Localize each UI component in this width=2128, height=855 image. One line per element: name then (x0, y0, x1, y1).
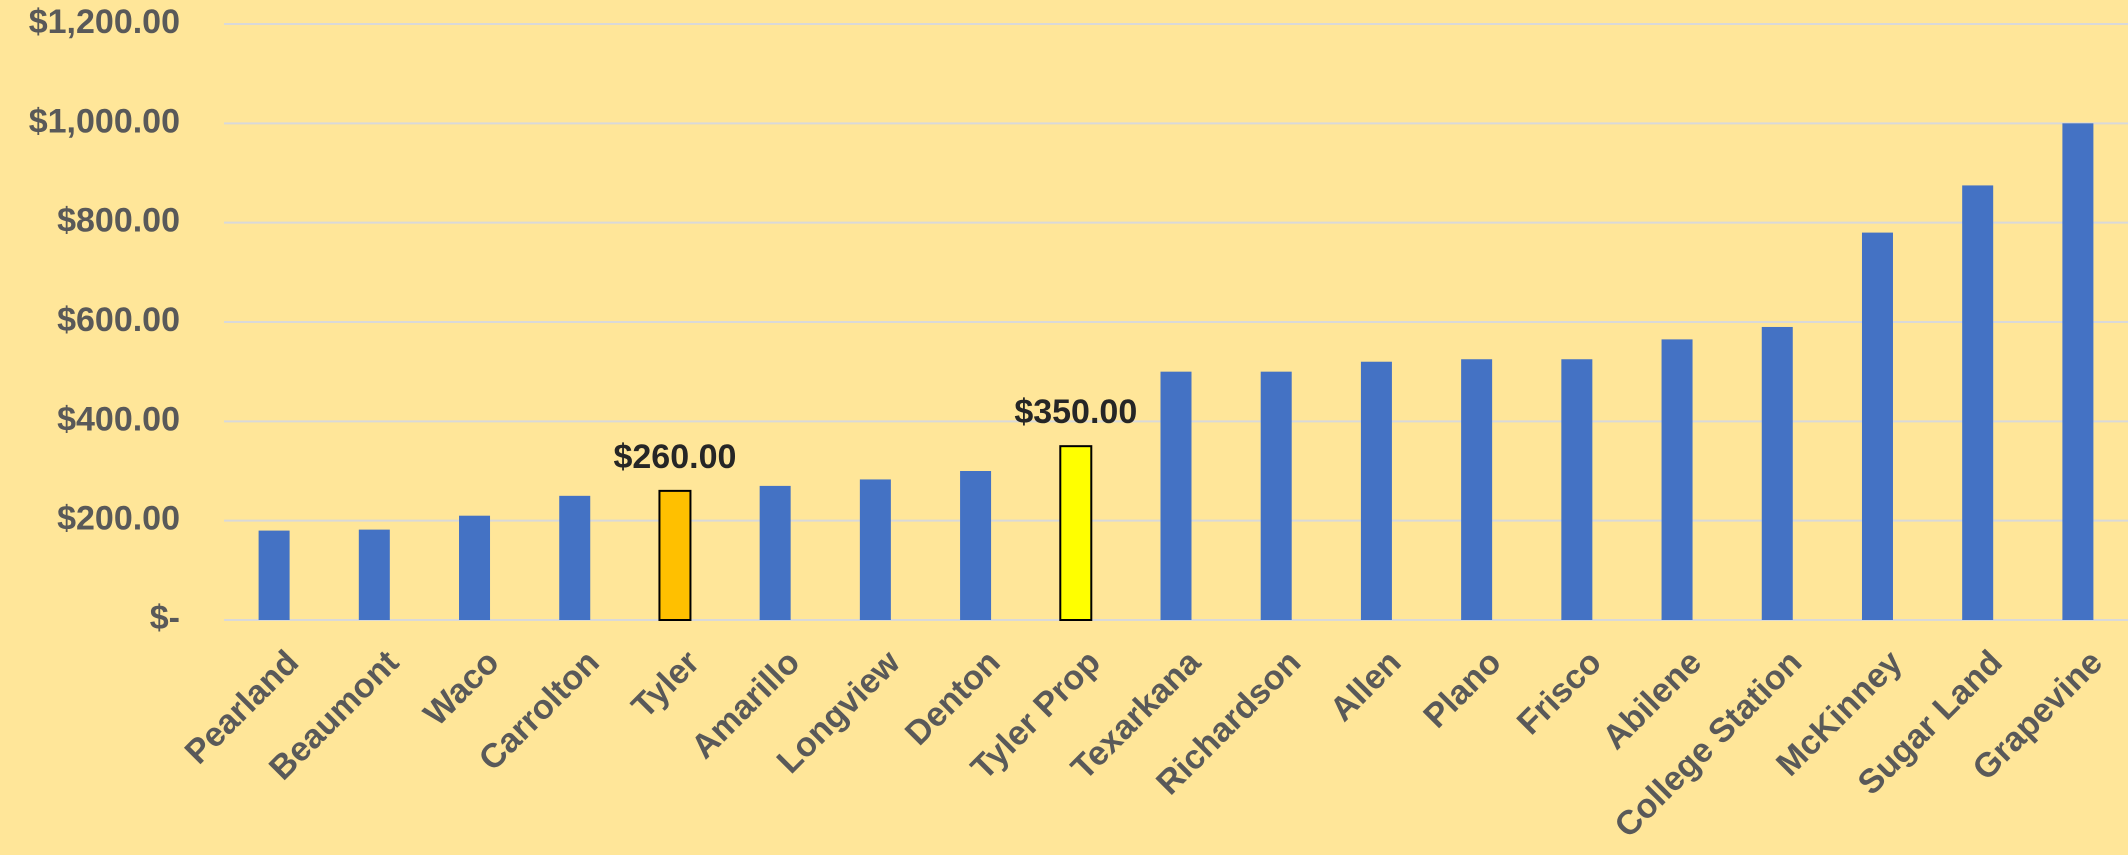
bar (1160, 371, 1192, 620)
bar (1962, 185, 1994, 620)
x-tick-label: College Station (1607, 643, 1809, 845)
bar (658, 489, 692, 621)
data-label: $350.00 (1014, 393, 1137, 431)
x-tick-label: Waco (416, 643, 506, 733)
bar (1761, 326, 1793, 620)
bar (459, 515, 491, 620)
bar (960, 471, 992, 620)
x-tick-label: Tyler (624, 643, 707, 726)
y-tick-label: $400.00 (57, 400, 180, 438)
data-label: $260.00 (613, 438, 736, 476)
y-tick-label: $1,200.00 (29, 3, 180, 41)
y-tick-label: $200.00 (57, 500, 180, 538)
bar (1661, 339, 1693, 620)
bar (1260, 371, 1292, 620)
y-tick-label: $1,000.00 (29, 102, 180, 140)
y-tick-label: $800.00 (57, 202, 180, 240)
bar (258, 530, 290, 620)
bar (1461, 359, 1493, 620)
x-tick-label: Allen (1323, 643, 1409, 729)
bar (1561, 359, 1593, 620)
bar (1360, 361, 1392, 620)
bar (2062, 123, 2094, 620)
x-tick-label: Frisco (1510, 643, 1609, 742)
bar (1059, 445, 1093, 621)
bar (759, 485, 791, 620)
bar (358, 529, 390, 620)
x-tick-label: Plano (1416, 643, 1508, 735)
bar (859, 479, 891, 620)
bar (559, 495, 591, 620)
y-tick-label: $600.00 (57, 301, 180, 339)
bar (1861, 232, 1893, 620)
y-tick-label: $- (150, 599, 180, 637)
